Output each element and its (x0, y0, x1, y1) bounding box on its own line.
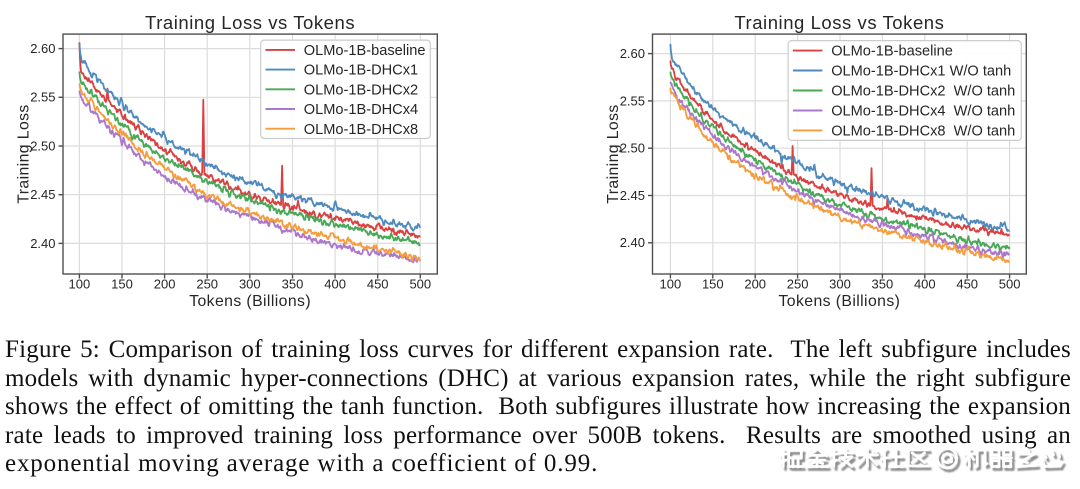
svg-text:2.50: 2.50 (30, 138, 55, 153)
svg-text:2.60: 2.60 (620, 46, 645, 61)
svg-text:500: 500 (999, 277, 1021, 292)
svg-text:OLMo-1B-baseline: OLMo-1B-baseline (304, 43, 426, 59)
svg-text:2.50: 2.50 (620, 141, 645, 156)
svg-text:Tokens (Billions): Tokens (Billions) (189, 293, 311, 310)
svg-text:Training Loss: Training Loss (16, 104, 33, 203)
svg-text:300: 300 (829, 277, 851, 292)
svg-text:200: 200 (744, 277, 766, 292)
svg-text:Training Loss: Training Loss (605, 104, 622, 203)
svg-text:450: 450 (956, 277, 978, 292)
svg-text:Training Loss vs Tokens: Training Loss vs Tokens (734, 12, 944, 33)
svg-text:OLMo-1B-DHCx1: OLMo-1B-DHCx1 (304, 63, 418, 79)
svg-text:2.40: 2.40 (30, 236, 55, 251)
svg-text:2.55: 2.55 (620, 93, 645, 108)
svg-text:250: 250 (196, 277, 218, 292)
svg-text:250: 250 (787, 277, 809, 292)
svg-text:150: 150 (111, 277, 133, 292)
svg-text:OLMo-1B-DHCx1 W/O tanh: OLMo-1B-DHCx1 W/O tanh (831, 64, 1011, 80)
svg-text:Training Loss vs Tokens: Training Loss vs Tokens (145, 12, 355, 33)
svg-text:2.40: 2.40 (620, 235, 645, 250)
svg-text:350: 350 (872, 277, 894, 292)
svg-text:150: 150 (702, 277, 724, 292)
svg-text:2.45: 2.45 (30, 187, 55, 202)
svg-text:500: 500 (409, 277, 431, 292)
svg-text:2.45: 2.45 (620, 188, 645, 203)
svg-text:OLMo-1B-baseline: OLMo-1B-baseline (831, 44, 953, 60)
svg-text:2.60: 2.60 (30, 41, 55, 56)
svg-text:450: 450 (367, 277, 389, 292)
svg-text:OLMo-1B-DHCx8: OLMo-1B-DHCx8 (304, 122, 418, 138)
svg-text:OLMo-1B-DHCx2: OLMo-1B-DHCx2 (304, 82, 418, 98)
svg-text:100: 100 (660, 277, 682, 292)
svg-text:2.55: 2.55 (30, 90, 55, 105)
svg-text:OLMo-1B-DHCx8 W/O tanh: OLMo-1B-DHCx8 W/O tanh (831, 124, 1015, 140)
svg-text:200: 200 (154, 277, 176, 292)
svg-text:400: 400 (914, 277, 936, 292)
svg-text:400: 400 (324, 277, 346, 292)
svg-text:OLMo-1B-DHCx4 W/O tanh: OLMo-1B-DHCx4 W/O tanh (831, 104, 1015, 120)
svg-text:100: 100 (69, 277, 91, 292)
svg-text:300: 300 (239, 277, 261, 292)
svg-text:OLMo-1B-DHCx2 W/O tanh: OLMo-1B-DHCx2 W/O tanh (831, 84, 1015, 100)
svg-text:350: 350 (282, 277, 304, 292)
svg-text:Tokens (Billions): Tokens (Billions) (778, 293, 900, 310)
svg-text:OLMo-1B-DHCx4: OLMo-1B-DHCx4 (304, 102, 418, 118)
